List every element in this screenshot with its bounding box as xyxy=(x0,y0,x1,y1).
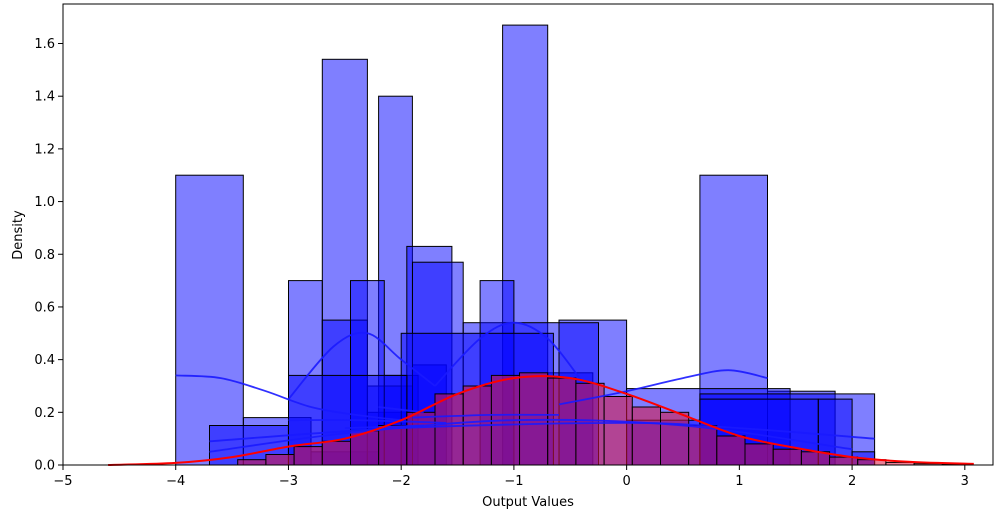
kde-curves xyxy=(108,321,974,466)
y-tick-label: 0.6 xyxy=(34,300,55,315)
kde-curve-blue xyxy=(434,321,583,387)
x-tick-label: −2 xyxy=(392,474,411,489)
histogram-bar xyxy=(175,174,244,466)
y-tick-label: 1.2 xyxy=(34,142,55,157)
plot-area-frame xyxy=(62,3,994,466)
x-tick-label: −5 xyxy=(53,474,72,489)
histogram-bar xyxy=(716,435,746,466)
histogram-bar xyxy=(378,425,408,466)
histogram-bar xyxy=(660,411,690,466)
histogram-bar xyxy=(688,425,718,466)
x-tick-label: 3 xyxy=(961,474,969,489)
kde-curve-blue xyxy=(209,421,875,443)
kde-curve-blue xyxy=(209,418,853,453)
kde-curve-red xyxy=(108,375,974,466)
kde-curve-blue xyxy=(288,419,447,424)
y-tick-label: 0.4 xyxy=(34,353,55,368)
x-tick-label: −4 xyxy=(166,474,185,489)
y-axis-ticks: 0.0 0.2 0.4 0.6 0.8 1.0 1.2 1.4 1.6 xyxy=(34,37,63,474)
kde-curve-blue xyxy=(175,374,402,422)
histogram-bar xyxy=(519,372,549,466)
histogram-bar xyxy=(744,443,774,466)
histogram-bar xyxy=(575,382,605,466)
histogram-bar xyxy=(631,406,661,466)
histogram-bar xyxy=(406,411,436,466)
histogram-bar xyxy=(293,446,323,466)
y-tick-label: 1.0 xyxy=(34,195,55,210)
y-tick-label: 1.4 xyxy=(34,90,55,105)
x-tick-label: −3 xyxy=(279,474,298,489)
x-axis-label: Output Values xyxy=(482,495,574,510)
x-tick-label: −1 xyxy=(504,474,523,489)
histogram-bar xyxy=(829,456,859,466)
x-axis-ticks: −5 −4 −3 −2 −1 0 1 2 3 xyxy=(53,465,969,489)
histogram-bar xyxy=(603,396,633,466)
y-axis-label: Density xyxy=(11,210,26,260)
y-tick-label: 1.6 xyxy=(34,37,55,52)
x-tick-label: 0 xyxy=(622,474,630,489)
histogram-bars xyxy=(175,24,971,466)
histogram-bar xyxy=(265,454,295,466)
kde-curve-blue xyxy=(558,369,768,406)
y-tick-label: 0.2 xyxy=(34,406,55,421)
y-tick-label: 0.0 xyxy=(34,459,55,474)
kde-curve-blue xyxy=(412,413,560,419)
histogram-bar xyxy=(772,448,802,466)
histogram-bar xyxy=(237,459,267,466)
x-tick-label: 2 xyxy=(848,474,856,489)
kde-curve-blue xyxy=(287,331,436,400)
histogram-bar xyxy=(547,377,577,466)
y-tick-label: 0.8 xyxy=(34,248,55,263)
histogram-bar xyxy=(434,393,464,466)
histogram-bar xyxy=(321,440,351,466)
x-tick-label: 1 xyxy=(735,474,743,489)
